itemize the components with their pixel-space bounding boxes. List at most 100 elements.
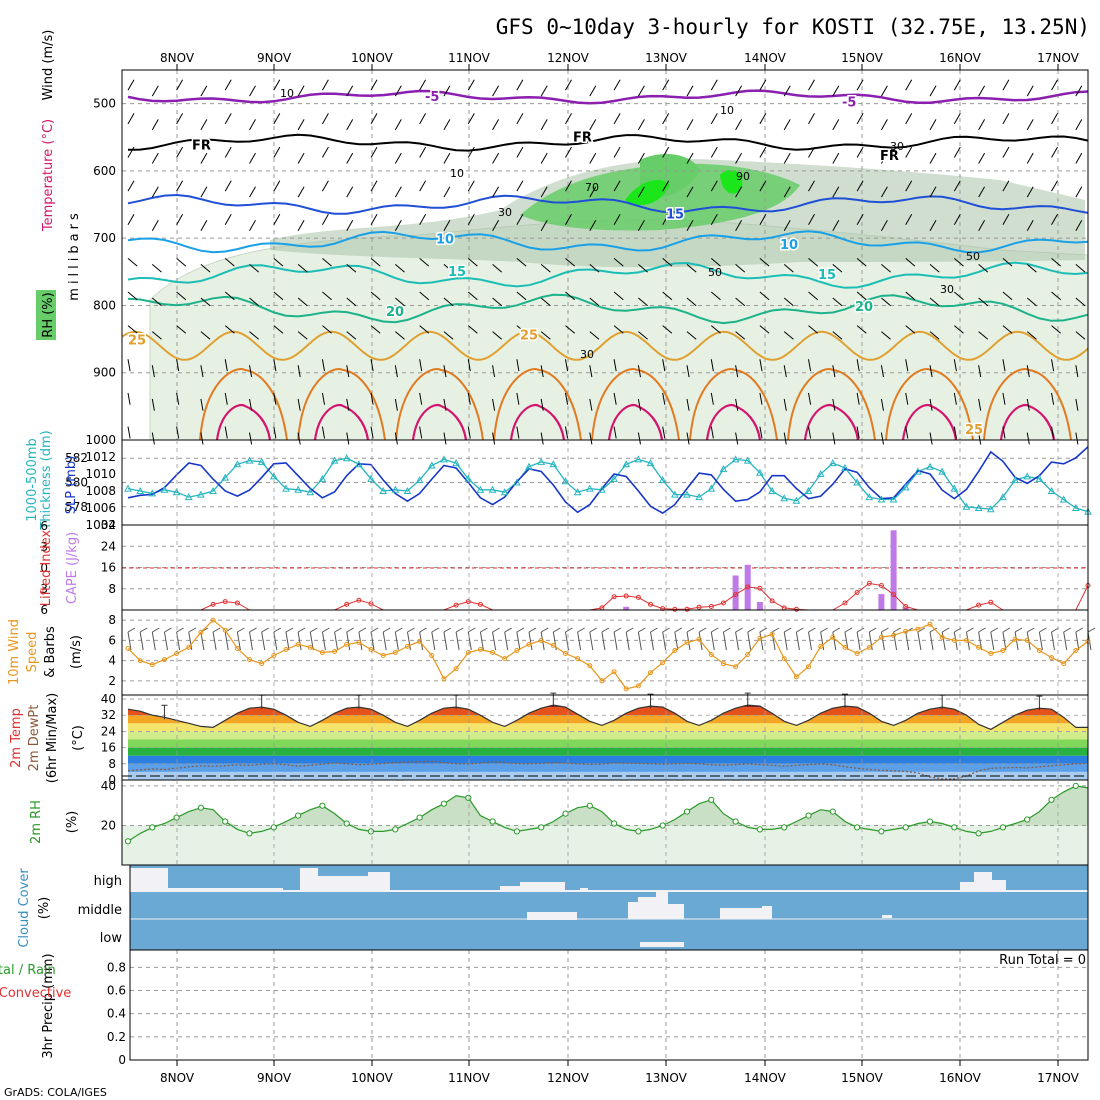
- wind-barb-staff: [1051, 631, 1055, 651]
- wind-barb: [321, 214, 329, 225]
- ylabel-cape: CAPE (J/kg): [65, 532, 80, 604]
- wind-barb: [1051, 79, 1058, 91]
- thickness-marker: [257, 457, 266, 465]
- wind-barb: [1075, 263, 1086, 273]
- wind-barb: [200, 263, 211, 273]
- wind-speed-marker: [380, 653, 386, 658]
- wind-barb: [467, 113, 475, 125]
- wind-barb-staff: [479, 631, 484, 651]
- wind-barb: [346, 152, 354, 164]
- wind-barb: [832, 152, 840, 164]
- wind-speed-marker: [927, 621, 933, 627]
- y-tick-left: 578: [65, 500, 88, 514]
- isotherm-loop-30: [395, 368, 484, 441]
- wind-barb-staff: [236, 631, 241, 651]
- wind-barb: [637, 220, 645, 231]
- wind-barb: [176, 146, 184, 158]
- wind-barb-flag: [1014, 627, 1023, 633]
- wind-barb: [880, 119, 888, 131]
- wind-barb: [710, 214, 718, 225]
- y-tick-right: 1012: [85, 450, 116, 464]
- wind-ylabel: 10m Wind Speed & Barbs (m/s): [7, 619, 84, 685]
- date-label-top: 17NOV: [1037, 51, 1079, 65]
- wind-barb: [419, 146, 427, 158]
- wind-barb: [540, 85, 548, 97]
- thickness-marker: [513, 478, 521, 486]
- wind-barb-staff: [880, 631, 885, 651]
- thickness-marker: [1011, 476, 1019, 484]
- wind-speed-marker: [149, 662, 155, 668]
- wind-speed-marker: [295, 641, 301, 647]
- wind-barb-staff: [163, 631, 168, 651]
- wind-barb: [735, 365, 739, 378]
- thickness-marker: [986, 505, 995, 513]
- ylabel-cloud-line1: Cloud Cover: [17, 868, 32, 948]
- wind-barb-staff: [783, 631, 788, 651]
- thickness-marker: [136, 486, 144, 494]
- wind-barb: [880, 85, 888, 97]
- wind-barb-flag: [941, 627, 950, 633]
- date-label-top: 13NOV: [645, 51, 687, 65]
- wind-barb: [1075, 398, 1079, 411]
- wind-barb: [127, 214, 135, 225]
- cloud-clear-area: [882, 915, 892, 918]
- ylabel-millibars: millibars: [67, 209, 82, 300]
- thickness-marker: [573, 488, 582, 496]
- rh-marker: [343, 820, 350, 827]
- ylabel-temp-line3: (6hr Min/Max): [45, 693, 60, 783]
- wind-barb-flag: [249, 627, 257, 633]
- wind-barb: [346, 186, 354, 198]
- rh-shade-90: [625, 180, 670, 205]
- wind-barb-staff: [492, 631, 497, 651]
- wind-barb: [224, 359, 228, 372]
- rh-marker: [489, 818, 496, 825]
- wind-barb: [978, 398, 982, 411]
- legend-temperature: Temperature (°C): [41, 119, 56, 232]
- rh-marker: [611, 820, 618, 827]
- wind-speed-marker: [1024, 637, 1030, 643]
- wind-barb: [832, 297, 843, 307]
- wind-barb: [710, 325, 721, 334]
- wind-barb: [759, 257, 770, 267]
- lifted-index-marker: [878, 583, 884, 588]
- wind-barb: [905, 426, 909, 439]
- wind-barb: [492, 152, 500, 164]
- wind-barb: [565, 113, 572, 125]
- wind-speed-marker: [635, 683, 641, 689]
- wind-barb-staff: [710, 631, 715, 651]
- wind-barb: [613, 146, 621, 158]
- dewpoint-line: [127, 760, 1089, 780]
- wind-barb-flag: [565, 627, 573, 633]
- wind-barb: [151, 398, 155, 411]
- wind-barb: [419, 79, 427, 91]
- isotherm-line: [127, 133, 1089, 152]
- y-tick: 6: [108, 633, 116, 647]
- chart-title: GFS 0~10day 3-hourly for KOSTI (32.75E, …: [496, 15, 1090, 39]
- thickness-marker: [464, 474, 473, 482]
- lifted-index-marker: [733, 592, 739, 598]
- wind-barb: [394, 398, 398, 411]
- wind-barb: [662, 426, 666, 439]
- date-label-top: 12NOV: [547, 51, 589, 65]
- isotherm-line: [127, 293, 1089, 325]
- thickness-marker: [282, 484, 290, 492]
- wind-barb: [905, 214, 913, 225]
- date-label-bottom: 10NOV: [351, 1071, 393, 1085]
- wind-barb: [443, 297, 454, 307]
- wind-barb: [370, 79, 378, 91]
- lifted-index-marker: [623, 593, 629, 599]
- wind-barb: [176, 214, 184, 225]
- wind-barb: [297, 398, 301, 411]
- rh-marker: [197, 804, 204, 811]
- wind-speed-marker: [441, 676, 447, 682]
- wind-barb: [978, 152, 986, 164]
- wind-barb: [467, 426, 471, 439]
- cloud-clear-area: [368, 872, 390, 891]
- cloud-clear-area: [720, 908, 762, 919]
- wind-barb: [783, 365, 787, 378]
- rh-marker: [586, 802, 593, 809]
- wind-barb-flag: [273, 627, 282, 633]
- lifted-index-marker: [720, 600, 726, 606]
- wind-barb: [1026, 398, 1030, 411]
